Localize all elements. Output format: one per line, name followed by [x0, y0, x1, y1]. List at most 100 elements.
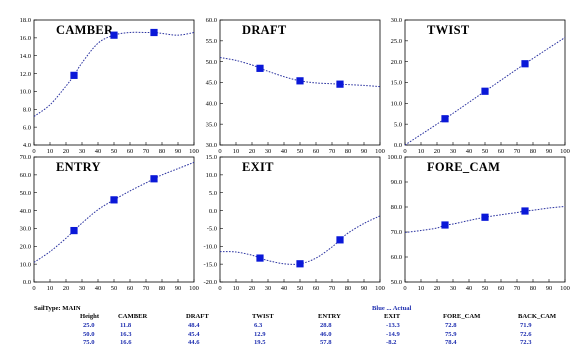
- table-cell: 16.3: [120, 330, 132, 338]
- data-point-exit: [336, 236, 344, 244]
- y-tick-label-exit: 10.0: [206, 172, 217, 179]
- y-tick-label-entry: 40.0: [20, 208, 31, 215]
- table-cell: 6.3: [254, 322, 263, 329]
- x-tick-label-fore-cam: 0: [403, 285, 406, 292]
- chart-title-exit: EXIT: [242, 160, 274, 174]
- y-tick-label-exit: -5.0: [207, 226, 217, 233]
- x-tick-label-draft: 30: [265, 148, 272, 155]
- data-point-entry: [110, 196, 118, 204]
- x-tick-label-camber: 0: [32, 148, 35, 155]
- x-tick-label-twist: 100: [560, 148, 570, 155]
- y-tick-label-twist: 5.0: [394, 121, 402, 128]
- x-tick-label-exit: 10: [233, 285, 240, 292]
- x-tick-label-entry: 40: [95, 285, 102, 292]
- y-tick-label-entry: 10.0: [20, 261, 31, 268]
- y-tick-label-exit: -10.0: [203, 243, 217, 250]
- plot-frame-camber: [33, 19, 195, 146]
- y-tick-label-entry: 70.0: [20, 154, 31, 161]
- y-tick-label-draft: 60.0: [206, 17, 217, 24]
- y-tick-label-fore-cam: 70.0: [391, 229, 402, 236]
- x-tick-label-fore-cam: 20: [434, 285, 441, 292]
- y-tick-label-draft: 50.0: [206, 59, 217, 66]
- x-tick-label-entry: 100: [189, 285, 199, 292]
- y-tick-label-entry: 20.0: [20, 243, 31, 250]
- x-tick-label-fore-cam: 70: [514, 285, 521, 292]
- y-tick-label-exit: 0.0: [209, 208, 217, 215]
- table-cell: 16.6: [120, 339, 132, 346]
- column-header: DRAFT: [186, 313, 209, 320]
- x-tick-label-exit: 90: [361, 285, 368, 292]
- y-tick-label-fore-cam: 50.0: [391, 279, 402, 286]
- x-tick-label-entry: 0: [32, 285, 35, 292]
- sail-data-table: SailType: MAIN Blue ... Actual Height CAM…: [0, 303, 572, 362]
- x-tick-label-draft: 40: [281, 148, 288, 155]
- data-point-twist: [481, 87, 489, 95]
- x-tick-label-entry: 80: [159, 285, 166, 292]
- table-cell: 75.9: [445, 330, 457, 338]
- y-tick-label-exit: -15.0: [203, 261, 217, 268]
- y-tick-label-exit: 5.0: [209, 190, 217, 197]
- y-tick-label-twist: 15.0: [391, 80, 402, 87]
- x-tick-label-camber: 10: [47, 148, 54, 155]
- table-cell: -8.2: [386, 339, 397, 346]
- x-tick-label-entry: 10: [47, 285, 54, 292]
- x-tick-label-fore-cam: 80: [530, 285, 537, 292]
- y-tick-label-camber: 10.0: [20, 89, 31, 96]
- x-tick-label-fore-cam: 60: [498, 285, 505, 292]
- x-tick-label-fore-cam: 90: [546, 285, 553, 292]
- chart-title-fore-cam: FORE_CAM: [427, 160, 500, 174]
- chart-title-entry: ENTRY: [56, 160, 101, 174]
- table-cell: 57.8: [320, 339, 332, 346]
- x-tick-label-exit: 100: [375, 285, 385, 292]
- y-tick-label-draft: 55.0: [206, 38, 217, 45]
- x-tick-label-draft: 50: [297, 148, 304, 155]
- x-tick-label-fore-cam: 100: [560, 285, 570, 292]
- x-tick-label-camber: 20: [63, 148, 70, 155]
- data-point-exit: [296, 260, 304, 268]
- x-tick-label-fore-cam: 10: [418, 285, 425, 292]
- x-tick-label-entry: 70: [143, 285, 150, 292]
- data-point-draft: [256, 64, 264, 72]
- data-point-fore-cam: [481, 213, 489, 221]
- column-header: BACK_CAM: [518, 313, 557, 320]
- x-tick-label-camber: 40: [95, 148, 102, 155]
- y-tick-label-twist: 20.0: [391, 59, 402, 66]
- table-cell: 25.0: [83, 322, 95, 329]
- x-tick-label-entry: 90: [175, 285, 182, 292]
- column-header: ENTRY: [318, 313, 341, 320]
- sail-type-label: SailType: MAIN: [34, 305, 81, 312]
- table-cell: 78.4: [445, 339, 457, 346]
- table-cell: 19.5: [254, 339, 266, 346]
- table-cell: 11.8: [120, 322, 132, 329]
- x-tick-label-camber: 70: [143, 148, 150, 155]
- x-tick-label-camber: 30: [79, 148, 86, 155]
- x-tick-label-draft: 70: [329, 148, 336, 155]
- y-tick-label-draft: 35.0: [206, 121, 217, 128]
- data-point-fore-cam: [441, 221, 449, 229]
- y-tick-label-entry: 60.0: [20, 172, 31, 179]
- data-point-twist: [521, 60, 529, 68]
- x-tick-label-twist: 60: [498, 148, 505, 155]
- table-cell: 28.8: [320, 322, 332, 329]
- x-tick-label-fore-cam: 30: [450, 285, 457, 292]
- y-tick-label-fore-cam: 90.0: [391, 179, 402, 186]
- x-tick-label-camber: 100: [189, 148, 199, 155]
- x-tick-label-entry: 20: [63, 285, 70, 292]
- data-point-twist: [441, 115, 449, 123]
- table-cell: 71.9: [520, 322, 532, 329]
- y-tick-label-twist: 10.0: [391, 101, 402, 108]
- x-tick-label-twist: 0: [403, 148, 406, 155]
- x-tick-label-twist: 90: [546, 148, 553, 155]
- y-tick-label-camber: 12.0: [20, 71, 31, 78]
- data-point-camber: [70, 71, 78, 79]
- y-tick-label-draft: 45.0: [206, 80, 217, 87]
- x-tick-label-camber: 60: [127, 148, 134, 155]
- x-tick-label-camber: 50: [111, 148, 118, 155]
- data-point-fore-cam: [521, 207, 529, 215]
- x-tick-label-exit: 40: [281, 285, 288, 292]
- x-tick-label-entry: 30: [79, 285, 86, 292]
- y-tick-label-draft: 40.0: [206, 101, 217, 108]
- y-tick-label-exit: 15.0: [206, 154, 217, 161]
- y-tick-label-fore-cam: 80.0: [391, 204, 402, 211]
